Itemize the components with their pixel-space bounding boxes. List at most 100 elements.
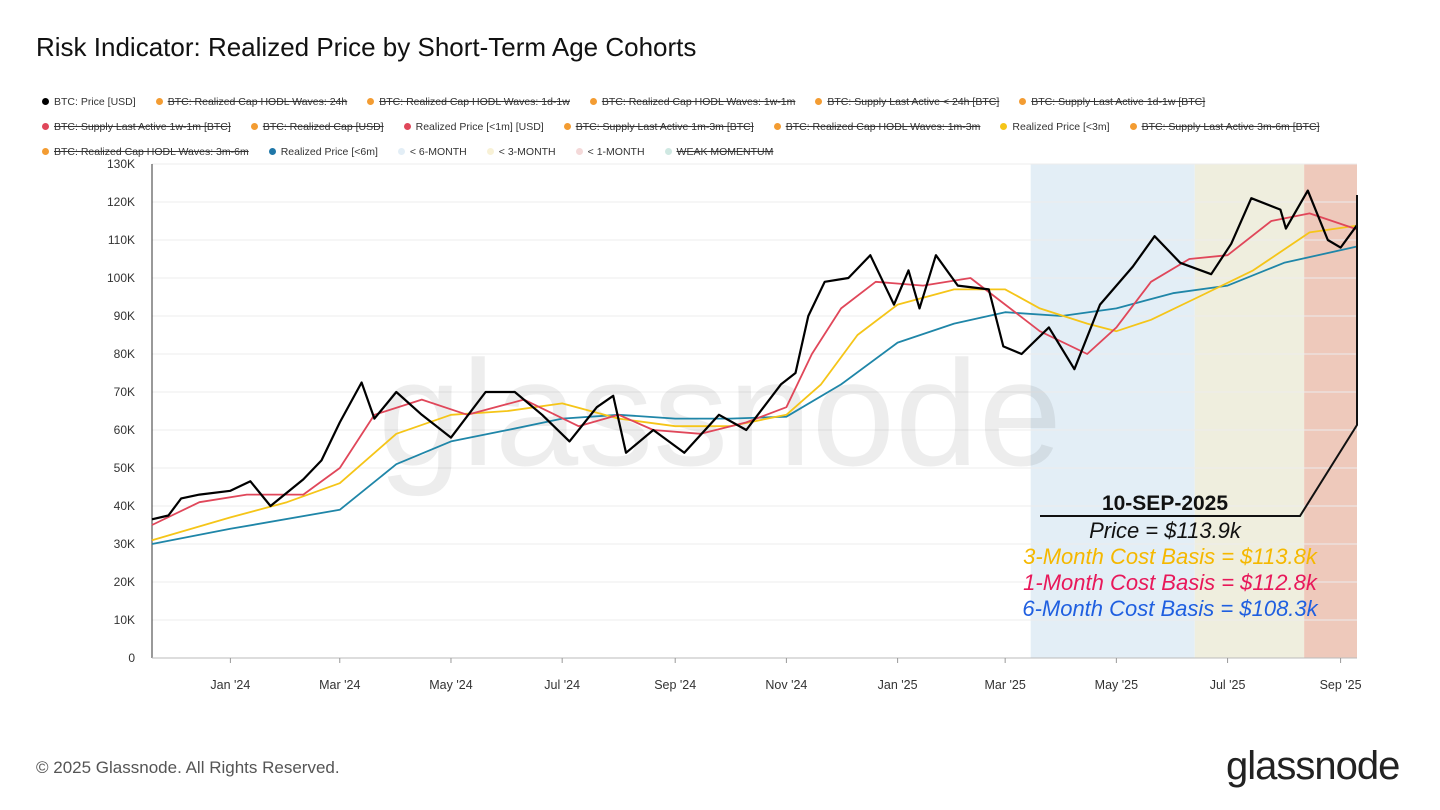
legend-dot-icon [268, 148, 276, 155]
legend-label: < 1-MONTH [587, 146, 645, 158]
y-tick-label: 0 [128, 651, 135, 665]
x-tick-label: Mar '25 [985, 678, 1026, 692]
legend-dot-icon [42, 98, 49, 105]
series-line-realized-price-1m-usd- [151, 212, 1358, 526]
y-tick-label: 90K [114, 309, 135, 323]
legend-dot-icon [42, 148, 49, 155]
legend-item[interactable]: BTC: Supply Last Active 3m-6m [BTC] [1129, 115, 1320, 140]
y-tick-label: 40K [114, 499, 135, 513]
legend-label: BTC: Price [USD] [54, 96, 136, 108]
legend-label: BTC: Realized Cap HODL Waves: 3m-6m [54, 146, 249, 158]
legend-item[interactable]: BTC: Realized Cap HODL Waves: 3m-6m [42, 140, 249, 165]
legend-label: BTC: Supply Last Active < 24h [BTC] [827, 96, 1000, 108]
legend-label: Realized Price [<6m] [280, 146, 378, 158]
x-tick-label: Jul '24 [544, 678, 580, 692]
legend-item[interactable]: Realized Price [<3m] [1000, 115, 1110, 140]
legend-dot-icon [563, 123, 571, 130]
legend-label: BTC: Supply Last Active 1d-1w [BTC] [1031, 96, 1206, 108]
y-tick-label: 80K [114, 347, 135, 361]
annotation-6m-cost-basis: 6-Month Cost Basis = $108.3k [1022, 596, 1318, 621]
legend-label: BTC: Realized Cap [USD] [262, 121, 384, 133]
y-tick-label: 50K [114, 461, 135, 475]
x-tick-label: May '24 [429, 678, 472, 692]
series-line-realized-price-3m- [151, 224, 1358, 542]
y-tick-label: 100K [107, 271, 135, 285]
y-tick-label: 20K [114, 575, 135, 589]
legend-dot-icon [367, 98, 375, 105]
legend-item[interactable]: BTC: Supply Last Active < 24h [BTC] [815, 90, 999, 115]
y-tick-label: 130K [107, 157, 135, 171]
x-tick-label: Sep '25 [1320, 678, 1362, 692]
legend-label: < 3-MONTH [498, 146, 556, 158]
legend-item[interactable]: BTC: Realized Cap HODL Waves: 1d-1w [367, 90, 570, 115]
legend-dot-icon [815, 98, 823, 105]
legend-item[interactable]: < 3-MONTH [486, 140, 556, 165]
legend-dot-icon [1000, 123, 1008, 130]
y-tick-label: 70K [114, 385, 135, 399]
legend-label: Realized Price [<3m] [1012, 121, 1110, 133]
annotation-price: Price = $113.9k [1089, 518, 1241, 543]
legend-dot-icon [589, 98, 597, 105]
legend-dot-icon [575, 148, 583, 155]
series-line-realized-price-6m- [151, 245, 1358, 545]
x-tick-label: May '25 [1095, 678, 1138, 692]
y-tick-label: 30K [114, 537, 135, 551]
zone-band [1194, 164, 1305, 658]
legend-item[interactable]: BTC: Realized Cap HODL Waves: 24h [155, 90, 348, 115]
x-tick-label: Mar '24 [319, 678, 360, 692]
legend-dot-icon [486, 148, 494, 155]
legend-label: Realized Price [<1m] [USD] [415, 121, 544, 133]
legend-dot-icon [250, 123, 258, 130]
legend-label: BTC: Realized Cap HODL Waves: 1w-1m [601, 96, 796, 108]
annotation-3m-cost-basis: 3-Month Cost Basis = $113.8k [1023, 544, 1317, 569]
legend-label: BTC: Realized Cap HODL Waves: 24h [167, 96, 348, 108]
legend-label: WEAK MOMENTUM [676, 146, 774, 158]
legend: BTC: Price [USD] BTC: Realized Cap HODL W… [42, 90, 1372, 165]
annotation-date: 10-SEP-2025 [1101, 492, 1229, 515]
legend-dot-icon [403, 123, 411, 130]
legend-item[interactable]: BTC: Supply Last Active 1m-3m [BTC] [563, 115, 754, 140]
glassnode-logo: glassnode [1226, 744, 1400, 788]
y-tick-label: 110K [108, 233, 135, 247]
legend-item[interactable]: BTC: Supply Last Active 1w-1m [BTC] [42, 115, 231, 140]
legend-label: BTC: Realized Cap HODL Waves: 1m-3m [785, 121, 981, 133]
legend-label: BTC: Supply Last Active 1m-3m [BTC] [575, 121, 754, 133]
x-tick-label: Jan '25 [878, 678, 918, 692]
legend-item[interactable]: Realized Price [<6m] [268, 140, 378, 165]
legend-item[interactable]: BTC: Realized Cap [USD] [250, 115, 384, 140]
legend-dot-icon [42, 123, 49, 130]
legend-dot-icon [1019, 98, 1027, 105]
legend-item[interactable]: BTC: Realized Cap HODL Waves: 1m-3m [773, 115, 981, 140]
legend-item[interactable]: < 6-MONTH [397, 140, 467, 165]
x-tick-label: Jan '24 [210, 678, 250, 692]
x-tick-label: Nov '24 [765, 678, 807, 692]
legend-dot-icon [1129, 123, 1137, 130]
y-tick-label: 60K [114, 423, 135, 437]
y-tick-label: 120K [107, 195, 135, 209]
legend-dot-icon [397, 148, 405, 155]
legend-item[interactable]: WEAK MOMENTUM [664, 140, 774, 165]
series-line-btc-price-usd- [151, 189, 1358, 521]
legend-item[interactable]: BTC: Realized Cap HODL Waves: 1w-1m [589, 90, 796, 115]
zone-band [1304, 164, 1357, 658]
copyright: © 2025 Glassnode. All Rights Reserved. [36, 758, 340, 777]
y-tick-label: 10K [114, 613, 135, 627]
legend-item[interactable]: BTC: Price [USD] [42, 90, 136, 115]
legend-dot-icon [155, 98, 163, 105]
legend-label: BTC: Supply Last Active 3m-6m [BTC] [1141, 121, 1320, 133]
chart-title: Risk Indicator: Realized Price by Short-… [36, 32, 697, 62]
annotation-leader-line [1040, 195, 1358, 517]
legend-item[interactable]: < 1-MONTH [575, 140, 645, 165]
zone-band [1030, 164, 1195, 658]
watermark: glassnode [378, 329, 1062, 497]
legend-item[interactable]: BTC: Supply Last Active 1d-1w [BTC] [1019, 90, 1205, 115]
legend-label: < 6-MONTH [409, 146, 467, 158]
x-tick-label: Jul '25 [1210, 678, 1246, 692]
legend-dot-icon [664, 148, 672, 155]
legend-label: BTC: Realized Cap HODL Waves: 1d-1w [379, 96, 570, 108]
x-tick-label: Sep '24 [654, 678, 696, 692]
legend-item[interactable]: Realized Price [<1m] [USD] [403, 115, 544, 140]
legend-dot-icon [773, 123, 781, 130]
legend-label: BTC: Supply Last Active 1w-1m [BTC] [54, 121, 231, 133]
